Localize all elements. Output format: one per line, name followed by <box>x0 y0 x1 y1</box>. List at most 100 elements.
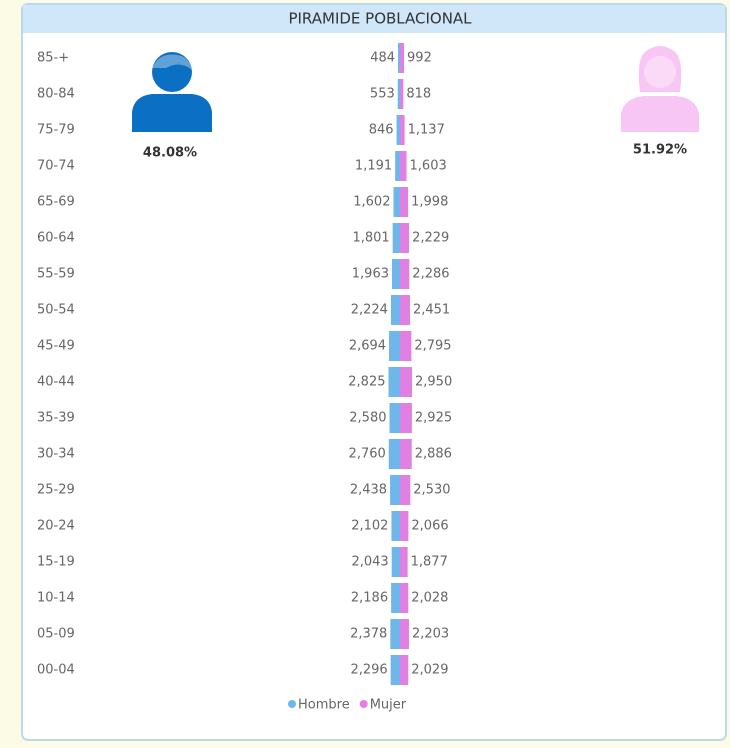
category-label: 10-14 <box>37 591 75 606</box>
category-label: 80-84 <box>37 87 75 102</box>
category-label: 70-74 <box>37 159 75 174</box>
value-label: 1,801 <box>352 231 389 246</box>
bar <box>400 655 409 685</box>
value-label: 1,877 <box>411 555 448 570</box>
value-label: 2,043 <box>351 555 388 570</box>
value-label: 846 <box>369 123 394 138</box>
bar <box>391 583 400 613</box>
panel <box>21 3 727 741</box>
category-label: 55-59 <box>37 267 75 282</box>
legend-label: Mujer <box>370 698 407 713</box>
category-label: 25-29 <box>37 483 75 498</box>
category-label: 60-64 <box>37 231 75 246</box>
value-label: 553 <box>370 87 395 102</box>
value-label: 1,998 <box>411 195 448 210</box>
category-label: 65-69 <box>37 195 75 210</box>
bar <box>400 583 409 613</box>
legend-label: Hombre <box>298 698 350 713</box>
bar <box>389 331 400 361</box>
category-label: 50-54 <box>37 303 75 318</box>
value-label: 2,694 <box>349 339 386 354</box>
bar <box>391 511 400 541</box>
bar <box>398 43 400 73</box>
category-label: 00-04 <box>37 663 75 678</box>
category-label: 40-44 <box>37 375 75 390</box>
category-label: 75-79 <box>37 123 75 138</box>
bar <box>400 151 407 181</box>
bar <box>400 295 410 325</box>
bar <box>393 187 400 217</box>
value-label: 2,950 <box>415 375 452 390</box>
value-label: 2,378 <box>350 627 387 642</box>
bar <box>400 619 409 649</box>
value-label: 2,066 <box>411 519 448 534</box>
bar <box>400 187 409 217</box>
title-bar <box>23 5 725 33</box>
bar <box>400 259 410 289</box>
value-label: 2,530 <box>413 483 450 498</box>
bar <box>390 475 400 505</box>
bar <box>400 475 411 505</box>
bar <box>400 223 410 253</box>
category-label: 05-09 <box>37 627 75 642</box>
value-label: 2,029 <box>411 663 448 678</box>
value-label: 818 <box>406 87 431 102</box>
bar <box>400 43 405 73</box>
value-label: 1,963 <box>352 267 389 282</box>
bar <box>400 79 404 109</box>
bar <box>388 367 400 397</box>
category-label: 35-39 <box>37 411 75 426</box>
male-icon <box>132 52 212 132</box>
bar <box>400 115 405 145</box>
category-label: 45-49 <box>37 339 75 354</box>
value-label: 2,451 <box>413 303 450 318</box>
category-label: 15-19 <box>37 555 75 570</box>
value-label: 2,224 <box>351 303 388 318</box>
bar <box>395 151 400 181</box>
chart-title: PIRAMIDE POBLACIONAL <box>288 10 472 28</box>
bar <box>400 331 412 361</box>
value-label: 992 <box>407 51 432 66</box>
category-label: 20-24 <box>37 519 75 534</box>
bar <box>392 259 400 289</box>
value-label: 2,886 <box>415 447 452 462</box>
value-label: 1,602 <box>353 195 390 210</box>
value-label: 1,137 <box>408 123 445 138</box>
bar <box>400 403 412 433</box>
value-label: 2,825 <box>348 375 385 390</box>
legend-swatch <box>359 700 368 708</box>
bar <box>396 115 400 145</box>
bar <box>400 439 412 469</box>
value-label: 484 <box>370 51 395 66</box>
value-label: 1,191 <box>355 159 392 174</box>
value-label: 2,203 <box>412 627 449 642</box>
legend-swatch <box>288 700 296 708</box>
bar <box>392 223 400 253</box>
bar <box>400 367 412 397</box>
value-label: 2,286 <box>412 267 449 282</box>
bar <box>400 547 408 577</box>
value-label: 2,795 <box>414 339 451 354</box>
female-icon <box>621 46 699 132</box>
value-label: 2,186 <box>351 591 388 606</box>
value-label: 2,102 <box>351 519 388 534</box>
value-label: 1,603 <box>410 159 447 174</box>
value-label: 2,925 <box>415 411 452 426</box>
category-label: 30-34 <box>37 447 75 462</box>
bar <box>391 547 400 577</box>
bar <box>390 295 400 325</box>
bar <box>389 403 400 433</box>
male-percent: 48.08% <box>143 146 197 161</box>
bar <box>400 511 409 541</box>
value-label: 2,760 <box>349 447 386 462</box>
female-percent: 51.92% <box>633 143 687 158</box>
bar <box>388 439 400 469</box>
bar <box>397 79 400 109</box>
value-label: 2,028 <box>411 591 448 606</box>
value-label: 2,438 <box>350 483 387 498</box>
bar <box>390 619 400 649</box>
value-label: 2,229 <box>412 231 449 246</box>
bar <box>390 655 400 685</box>
value-label: 2,296 <box>350 663 387 678</box>
